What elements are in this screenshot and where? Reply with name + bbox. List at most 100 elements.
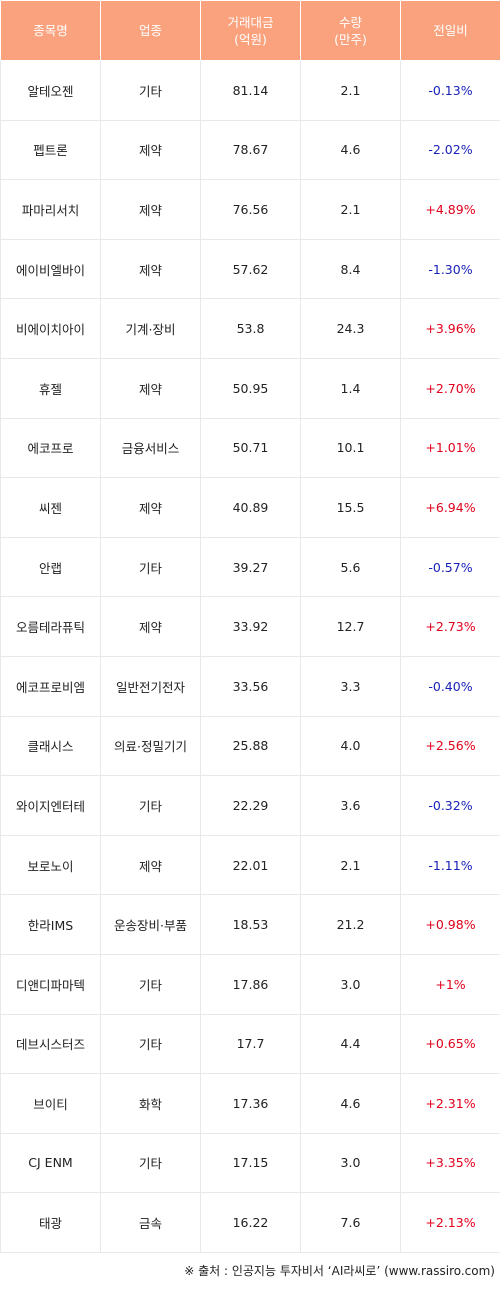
table-row: 보로노이 제약 22.01 2.1 -1.11% <box>0 834 500 896</box>
cell-amount: 81.14 <box>200 60 301 121</box>
cell-sector: 제약 <box>100 357 201 419</box>
cell-change: -0.40% <box>400 655 500 717</box>
cell-name: 한라IMS <box>0 894 101 955</box>
cell-sector: 기타 <box>100 60 201 121</box>
cell-volume: 7.6 <box>300 1192 401 1253</box>
cell-sector: 제약 <box>100 179 201 240</box>
table-row: 한라IMS 운송장비·부품 18.53 21.2 +0.98% <box>0 894 500 955</box>
cell-volume: 4.4 <box>300 1013 401 1075</box>
cell-volume: 2.1 <box>300 60 401 121</box>
cell-name: 에코프로 <box>0 417 101 479</box>
cell-name: 파마리서치 <box>0 179 101 240</box>
cell-volume: 3.3 <box>300 655 401 717</box>
cell-name: 비에이치아이 <box>0 298 101 359</box>
cell-amount: 17.86 <box>200 953 301 1015</box>
cell-name: 펩트론 <box>0 119 101 181</box>
cell-change: -1.11% <box>400 834 500 896</box>
cell-change: +1.01% <box>400 417 500 479</box>
cell-amount: 22.01 <box>200 834 301 896</box>
cell-volume: 8.4 <box>300 238 401 300</box>
table-row: 알테오젠 기타 81.14 2.1 -0.13% <box>0 60 500 121</box>
cell-sector: 운송장비·부품 <box>100 894 201 955</box>
cell-amount: 50.71 <box>200 417 301 479</box>
cell-amount: 17.15 <box>200 1132 301 1194</box>
cell-sector: 기타 <box>100 1132 201 1194</box>
table-row: 데브시스터즈 기타 17.7 4.4 +0.65% <box>0 1013 500 1075</box>
cell-volume: 4.0 <box>300 715 401 777</box>
table-row: 펩트론 제약 78.67 4.6 -2.02% <box>0 119 500 181</box>
cell-volume: 3.6 <box>300 775 401 836</box>
cell-sector: 화학 <box>100 1073 201 1134</box>
cell-name: 오름테라퓨틱 <box>0 596 101 657</box>
cell-change: +0.98% <box>400 894 500 955</box>
cell-sector: 기타 <box>100 775 201 836</box>
cell-sector: 금속 <box>100 1192 201 1253</box>
cell-volume: 10.1 <box>300 417 401 479</box>
cell-change: +2.73% <box>400 596 500 657</box>
cell-name: 에이비엘바이 <box>0 238 101 300</box>
table-row: 디앤디파마텍 기타 17.86 3.0 +1% <box>0 953 500 1015</box>
cell-amount: 17.7 <box>200 1013 301 1075</box>
header-name: 종목명 <box>0 0 101 61</box>
cell-amount: 22.29 <box>200 775 301 836</box>
cell-amount: 16.22 <box>200 1192 301 1253</box>
cell-name: 클래시스 <box>0 715 101 777</box>
cell-volume: 2.1 <box>300 179 401 240</box>
cell-sector: 제약 <box>100 477 201 538</box>
cell-change: -0.13% <box>400 60 500 121</box>
cell-name: 휴젤 <box>0 357 101 419</box>
table-row: CJ ENM 기타 17.15 3.0 +3.35% <box>0 1132 500 1194</box>
cell-change: -0.57% <box>400 536 500 598</box>
table-row: 오름테라퓨틱 제약 33.92 12.7 +2.73% <box>0 596 500 657</box>
cell-volume: 2.1 <box>300 834 401 896</box>
source-caption: ※ 출처 : 인공지능 투자비서 ‘AI라씨로’ (www.rassiro.co… <box>184 1264 495 1278</box>
cell-volume: 24.3 <box>300 298 401 359</box>
cell-volume: 5.6 <box>300 536 401 598</box>
table-row: 와이지엔터테 기타 22.29 3.6 -0.32% <box>0 775 500 836</box>
table-row: 비에이치아이 기계·장비 53.8 24.3 +3.96% <box>0 298 500 359</box>
cell-change: +2.13% <box>400 1192 500 1253</box>
cell-sector: 기계·장비 <box>100 298 201 359</box>
cell-volume: 15.5 <box>300 477 401 538</box>
cell-change: +3.96% <box>400 298 500 359</box>
cell-amount: 17.36 <box>200 1073 301 1134</box>
cell-amount: 76.56 <box>200 179 301 240</box>
cell-name: 데브시스터즈 <box>0 1013 101 1075</box>
cell-amount: 40.89 <box>200 477 301 538</box>
cell-volume: 21.2 <box>300 894 401 955</box>
cell-name: 태광 <box>0 1192 101 1253</box>
cell-sector: 제약 <box>100 596 201 657</box>
table-row: 휴젤 제약 50.95 1.4 +2.70% <box>0 357 500 419</box>
cell-amount: 39.27 <box>200 536 301 598</box>
cell-name: 와이지엔터테 <box>0 775 101 836</box>
header-volume: 수량 (만주) <box>300 0 401 61</box>
table-row: 에코프로비엠 일반전기전자 33.56 3.3 -0.40% <box>0 655 500 717</box>
cell-name: CJ ENM <box>0 1132 101 1194</box>
cell-change: +4.89% <box>400 179 500 240</box>
cell-change: -1.30% <box>400 238 500 300</box>
cell-name: 보로노이 <box>0 834 101 896</box>
cell-name: 안랩 <box>0 536 101 598</box>
cell-amount: 57.62 <box>200 238 301 300</box>
table-row: 에코프로 금융서비스 50.71 10.1 +1.01% <box>0 417 500 479</box>
cell-change: +0.65% <box>400 1013 500 1075</box>
cell-volume: 4.6 <box>300 1073 401 1134</box>
cell-change: +1% <box>400 953 500 1015</box>
cell-sector: 일반전기전자 <box>100 655 201 717</box>
cell-amount: 25.88 <box>200 715 301 777</box>
table-row: 씨젠 제약 40.89 15.5 +6.94% <box>0 477 500 538</box>
cell-name: 알테오젠 <box>0 60 101 121</box>
header-amount: 거래대금 (억원) <box>200 0 301 61</box>
cell-amount: 78.67 <box>200 119 301 181</box>
cell-sector: 의료·정밀기기 <box>100 715 201 777</box>
table-row: 안랩 기타 39.27 5.6 -0.57% <box>0 536 500 598</box>
table-row: 브이티 화학 17.36 4.6 +2.31% <box>0 1073 500 1134</box>
cell-volume: 3.0 <box>300 953 401 1015</box>
cell-name: 씨젠 <box>0 477 101 538</box>
cell-amount: 33.92 <box>200 596 301 657</box>
cell-sector: 금융서비스 <box>100 417 201 479</box>
cell-sector: 제약 <box>100 834 201 896</box>
cell-amount: 33.56 <box>200 655 301 717</box>
cell-sector: 제약 <box>100 238 201 300</box>
cell-sector: 제약 <box>100 119 201 181</box>
